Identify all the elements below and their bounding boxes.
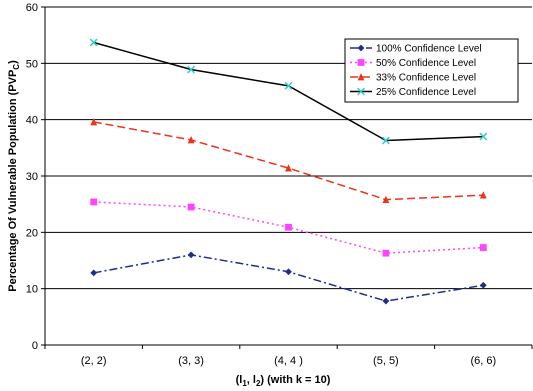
legend-label-1: 50% Confidence Level: [376, 58, 476, 69]
legend-marker-1: [357, 59, 365, 66]
data-point-0-1: [187, 251, 195, 259]
axes: [41, 6, 533, 349]
y-tick-label-2: 20: [26, 227, 38, 239]
series-line-1: [93, 201, 484, 254]
data-point-3-4: [479, 132, 488, 141]
y-tick-label-0: 0: [32, 340, 38, 352]
data-point-1-4: [479, 244, 487, 251]
data-point-1-0: [90, 198, 98, 206]
data-point-3-1: [187, 65, 196, 74]
legend-marker-0: [357, 44, 365, 52]
data-point-2-1: [187, 136, 195, 144]
y-tick-label-5: 50: [26, 58, 38, 70]
series-2: [90, 118, 487, 204]
series-3: [89, 38, 488, 145]
legend-box: [344, 38, 519, 103]
x-tick-label-0: (2, 2): [81, 355, 107, 367]
legend: 100% Confidence Level 50% Confidence Leve…: [344, 38, 519, 103]
y-tick-label-6: 60: [26, 2, 38, 14]
y-tick-label-3: 30: [26, 171, 38, 183]
data-point-2-0: [90, 118, 98, 126]
x-tick-label-4: (6, 6): [470, 355, 496, 367]
data-point-0-0: [90, 269, 98, 277]
x-tick-label-3: (5, 5): [373, 355, 399, 367]
gridlines: [45, 6, 532, 290]
series-line-0: [93, 254, 484, 302]
y-axis-title: Percentage Of Vulnerable Population (PVP…: [7, 60, 21, 292]
series-group: [89, 38, 488, 305]
data-point-3-3: [381, 136, 390, 145]
series-1: [90, 198, 487, 257]
legend-marker-3: [357, 87, 365, 96]
y-tick-label-1: 10: [26, 284, 38, 296]
legend-marker-2: [357, 73, 365, 81]
x-tick-label-2: (4, 4 ): [274, 355, 303, 367]
series-0: [90, 251, 487, 305]
data-point-0-4: [479, 281, 487, 289]
data-point-2-3: [382, 195, 390, 204]
data-point-1-1: [187, 203, 195, 211]
data-point-0-2: [285, 268, 292, 276]
data-point-0-3: [382, 297, 390, 305]
y-tick-label-4: 40: [26, 115, 38, 127]
data-point-1-2: [285, 223, 292, 231]
data-point-1-3: [382, 249, 390, 257]
legend-label-3: 25% Confidence Level: [376, 87, 476, 98]
x-axis-title: (l1, l2) (with k = 10): [236, 374, 331, 388]
data-point-3-2: [284, 81, 293, 90]
data-point-3-0: [89, 38, 98, 47]
tick-labels: 0 10 20 30 40 50 60 (2, 2) (3, 3) (4, 4 ) (5, 5) (6…: [26, 2, 496, 367]
data-point-2-2: [285, 164, 292, 172]
legend-label-2: 33% Confidence Level: [376, 73, 476, 84]
series-line-2: [93, 121, 484, 201]
legend-label-0: 100% Confidence Level: [376, 44, 482, 55]
data-point-2-4: [479, 191, 487, 199]
x-tick-label-1: (3, 3): [178, 355, 204, 367]
